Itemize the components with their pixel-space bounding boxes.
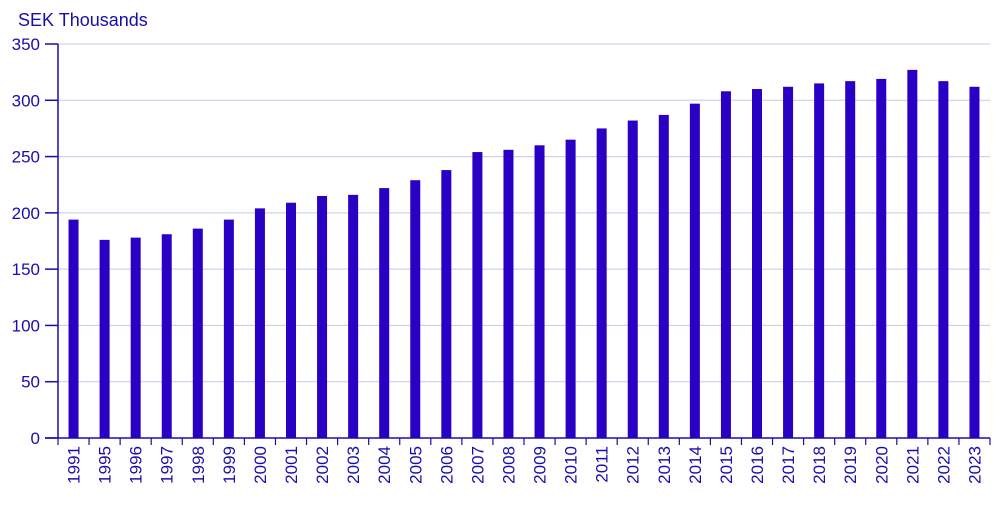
x-tick-label: 1997: [158, 446, 177, 484]
bar-2016: [752, 89, 762, 439]
y-tick-label: 250: [12, 148, 40, 167]
x-tick-label: 1995: [96, 446, 115, 484]
x-tick-label: 2004: [375, 446, 394, 484]
bar-2007: [472, 152, 483, 438]
bar-2009: [534, 145, 545, 439]
bar-1999: [223, 219, 234, 438]
bar-2023: [969, 86, 980, 438]
bar-2017: [783, 86, 794, 438]
x-tick-label: 2020: [872, 446, 891, 484]
x-tick-label: 2014: [686, 446, 705, 484]
bar-2006: [441, 170, 452, 438]
bar-2001: [286, 202, 296, 438]
bar-2004: [379, 188, 390, 438]
y-axis-label: SEK Thousands: [18, 10, 148, 30]
y-tick-label: 100: [12, 316, 40, 335]
x-tick-label: 2018: [810, 446, 829, 484]
x-tick-label: 2019: [841, 446, 860, 484]
x-tick-label: 2005: [406, 446, 425, 484]
bar-1991: [68, 219, 79, 438]
y-tick-label: 150: [12, 260, 40, 279]
y-tick-label: 350: [12, 35, 40, 54]
bar-1996: [130, 237, 141, 438]
bar-2000: [254, 208, 265, 438]
x-tick-label: 1991: [65, 446, 84, 484]
grid-layer: [58, 43, 990, 383]
axis-layer: [45, 43, 991, 445]
y-tick-label: 200: [12, 204, 40, 223]
x-tick-label: 2002: [313, 446, 332, 484]
bar-1995: [99, 239, 110, 438]
x-tick-label: 2015: [717, 446, 736, 484]
x-tick-label: 2000: [251, 446, 270, 484]
x-tick-label: 2008: [499, 446, 518, 484]
y-tick-label: 0: [31, 429, 40, 448]
x-tick-label: 2016: [748, 446, 767, 484]
x-tick-label: 2007: [468, 446, 487, 484]
x-tick-label: 2021: [903, 446, 922, 484]
x-tick-label: 2006: [437, 446, 456, 484]
x-tick-label: 2022: [934, 446, 953, 484]
bar-2022: [938, 81, 949, 439]
bar-2012: [627, 120, 638, 438]
y-tick-layer: 0 50 100 150 200 250 300 350: [12, 35, 40, 448]
bar-2021: [907, 69, 918, 439]
bar-layer: [68, 69, 980, 439]
x-tick-label: 2013: [655, 446, 674, 484]
bar-1997: [161, 234, 172, 438]
x-tick-label: 2012: [624, 446, 643, 484]
bar-2010: [565, 139, 576, 438]
y-tick-label: 50: [21, 373, 40, 392]
x-tick-label: 2009: [531, 446, 550, 484]
bar-2005: [410, 180, 421, 438]
bar-1998: [192, 228, 203, 438]
bar-2003: [348, 194, 359, 438]
x-tick-label: 2010: [562, 446, 581, 484]
x-tick-label: 1998: [189, 446, 208, 484]
bar-2019: [845, 81, 856, 439]
bar-2020: [876, 78, 887, 438]
x-tick-label: 2023: [965, 446, 984, 484]
bar-2013: [658, 114, 669, 439]
x-tick-label: 2001: [282, 446, 301, 484]
x-tick-label: 2011: [593, 446, 612, 483]
bar-2002: [317, 195, 328, 438]
x-tick-label: 2017: [779, 446, 798, 484]
y-tick-label: 300: [12, 91, 40, 110]
x-tick-label: 1996: [127, 446, 146, 484]
bar-2011: [596, 128, 607, 438]
bar-2014: [689, 103, 700, 439]
bar-2008: [503, 149, 514, 438]
bar-2015: [720, 91, 731, 438]
x-tick-layer: 1991 1995 1996 1997 1998 1999 2000 2001 2002 2003…: [65, 446, 985, 484]
x-tick-label: 1999: [220, 446, 239, 484]
bar-2018: [814, 83, 825, 439]
x-tick-label: 2003: [344, 446, 363, 484]
